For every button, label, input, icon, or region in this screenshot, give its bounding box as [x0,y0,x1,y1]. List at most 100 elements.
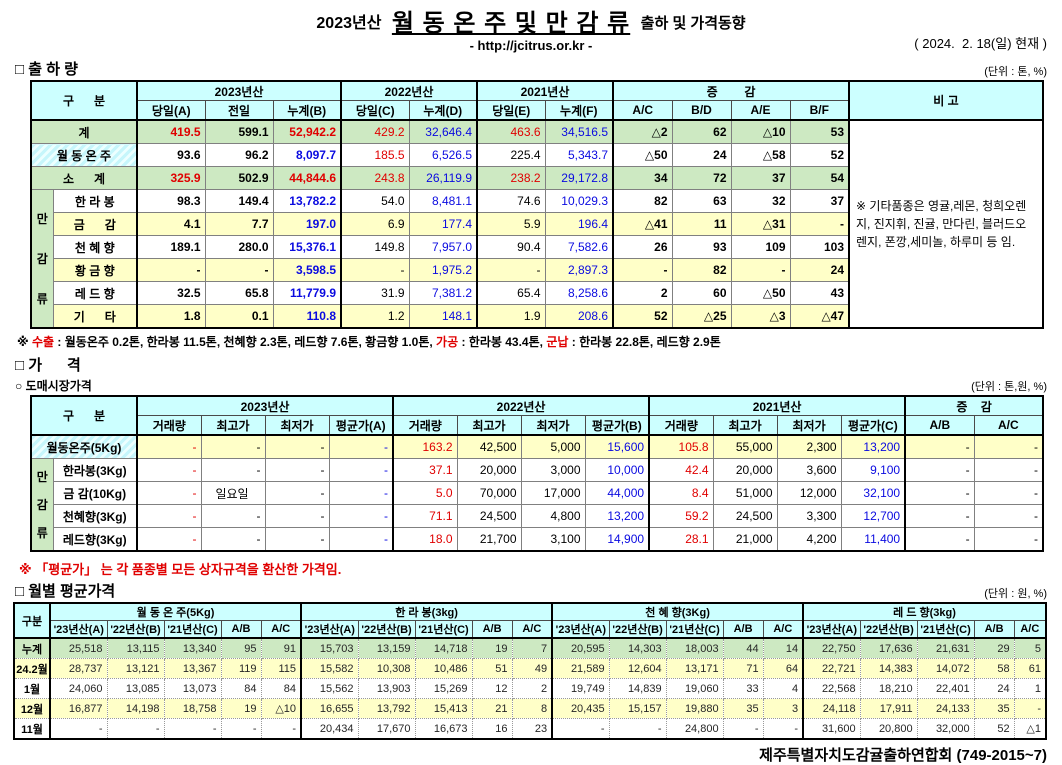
table-cell: 34,516.5 [544,119,614,144]
table-cell: - [200,434,266,459]
table-cell: 51,000 [712,481,778,505]
table-cell: 12 [471,678,513,699]
column-header: 비 고 [848,80,1044,121]
table-cell: 42.4 [648,458,714,482]
table-row: 24.2월 28,737 13,121 13,367 119 115 15,582 10,30… [13,658,1047,679]
table-cell: - [904,527,975,552]
table-cell: 12,700 [840,504,906,528]
table-cell: 29,172.8 [544,166,614,190]
table-cell: 96.2 [204,143,274,167]
table-cell: 7,957.0 [408,235,478,259]
table-cell: 14,303 [608,637,667,659]
table-subheader-row: '23년산(A) '22년산(B) '21년산(C) A/B A/C '23년산(A) '… [14,620,1047,639]
column-header: A/C [762,620,804,639]
column-header: 구분 [13,602,51,639]
table-cell: 16 [471,718,513,740]
column-header: 2021년산 [648,395,906,416]
column-header: 레 드 향(3kg) [802,602,1047,621]
table-cell: 149.4 [204,189,274,213]
table-cell: - [328,527,394,552]
table-cell: 103 [789,235,850,259]
table-cell: 3 [762,698,804,719]
column-header: 전일 [204,100,274,121]
title-line: 2023년산 월 동 온 주 및 만 감 류 출하 및 가격동향 [13,3,1049,38]
table-cell: 55,000 [712,434,778,459]
table-row: 월동온주(5Kg) - - - -163.2 42,500 5,000 15,600 105.8… [30,434,1044,459]
column-header: '23년산(A) [802,620,861,639]
row-label: 황 금 향 [52,258,138,282]
shipment-section-header: □ 출 하 량 (단위 : 톤, %) [15,58,1047,79]
column-header: 천 혜 향(3Kg) [551,602,804,621]
row-label: 계 [30,119,138,144]
table-cell: 115 [260,658,302,679]
row-group-label: 만감류 [30,458,54,552]
table-cell: 95 [220,637,262,659]
table-cell: 51 [471,658,513,679]
table-cell: 5.0 [392,481,458,505]
table-cell: 3,100 [520,527,586,552]
title-year-prefix: 2023년산 [316,15,382,32]
table-cell: - [204,258,274,282]
table-row: 1월 24,060 13,085 13,073 84 84 15,562 13,903 15,2… [13,678,1047,699]
table-cell: - [551,718,610,740]
table-cell: 5.9 [476,212,546,236]
table-cell: 52 [973,718,1015,740]
column-header: '22년산(B) [357,620,416,639]
site-url-link[interactable]: - http://jcitrus.or.kr - [469,38,593,53]
table-cell: 8.4 [648,481,714,505]
column-header: 누계(D) [408,100,478,121]
table-cell: 24,500 [712,504,778,528]
table-cell: - [260,718,302,740]
export-note-keyword: 수출 [32,335,55,349]
table-cell: 44,844.6 [272,166,342,190]
monthly-table-body: 누계 25,518 13,115 13,340 95 91 15,703 13,159 14,7… [13,637,1047,740]
table-cell: 18,758 [163,698,222,719]
table-cell: 4 [762,678,804,699]
table-cell: - [136,527,202,552]
table-cell: 2 [612,281,673,305]
table-row: 황 금 향 - -3,598.5-1,975.2-2,897.3-82-24 [31,258,1043,282]
table-cell: 1.9 [476,304,546,329]
table-cell: 0.1 [204,304,274,329]
table-cell: △50 [730,281,791,305]
table-cell: 52 [789,143,850,167]
table-cell: 18,003 [665,637,724,659]
table-cell: - [136,481,202,505]
table-cell: 44 [722,637,764,659]
table-cell: 12,604 [608,658,667,679]
table-cell: - [973,504,1044,528]
table-cell: 16,655 [300,698,359,719]
table-cell: 5,000 [520,434,586,459]
table-cell: 19 [471,637,513,659]
table-cell: 22,750 [802,637,861,659]
table-cell: - [904,458,975,482]
table-cell: 7.7 [204,212,274,236]
table-cell: 2,897.3 [544,258,614,282]
table-cell: 463.6 [476,119,546,144]
table-cell: △31 [730,212,791,236]
page-title: 월 동 온 주 및 만 감 류 [391,10,631,37]
row-label: 1월 [13,678,51,699]
table-cell: 33 [722,678,764,699]
table-cell: 63 [671,189,732,213]
table-cell: 20,435 [551,698,610,719]
table-cell: 6,526.5 [408,143,478,167]
table-cell: 4.1 [136,212,206,236]
table-cell: 65.4 [476,281,546,305]
table-cell: 196.4 [544,212,614,236]
table-cell: 29 [973,637,1015,659]
table-cell: - [904,481,975,505]
row-label: 금 감 [52,212,138,236]
table-cell: 21,589 [551,658,610,679]
shipment-unit-label: (단위 : 톤, %) [984,66,1047,78]
table-cell: 14,718 [414,637,473,659]
table-cell: 6.9 [340,212,410,236]
table-cell: 5,343.7 [544,143,614,167]
table-row: 계 419.5 599.1 52,942.2 429.2 32,646.4 463.6 34,… [30,119,1044,329]
table-cell: - [220,718,262,740]
table-cell: 22,568 [802,678,861,699]
table-cell: - [762,718,804,740]
table-cell: 1,975.2 [408,258,478,282]
table-cell: 일요일 [200,481,266,505]
shipment-table-head: 구 분 2023년산 2022년산 2021년산 증 감 비 고 당일(A) 전… [30,80,1044,121]
